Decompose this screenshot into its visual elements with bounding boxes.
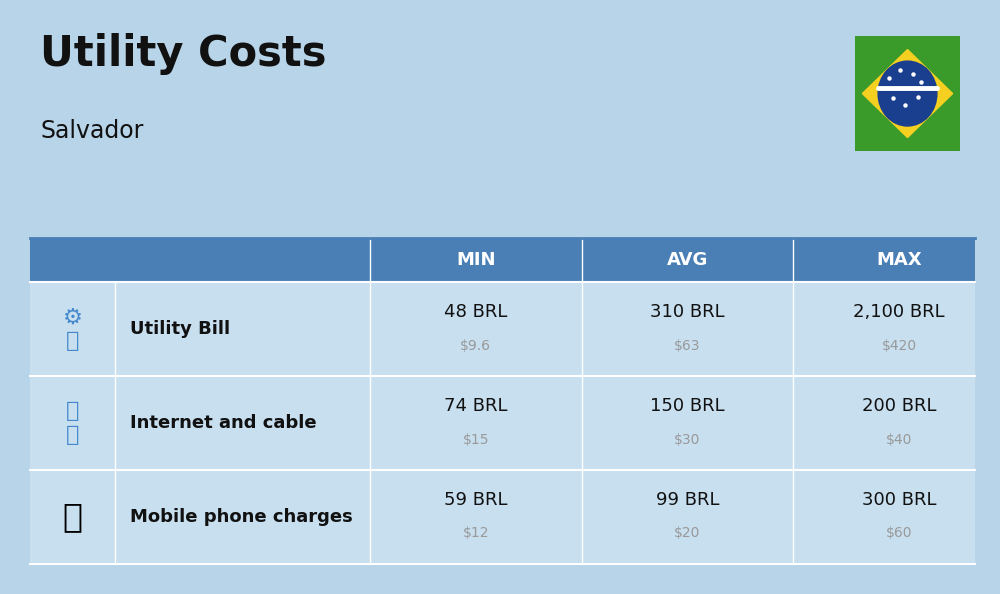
Text: $63: $63 — [674, 339, 701, 353]
Text: 📡
🖥: 📡 🖥 — [66, 402, 79, 444]
Text: 48 BRL: 48 BRL — [444, 304, 508, 321]
Text: 📱: 📱 — [63, 500, 83, 533]
Text: 200 BRL: 200 BRL — [862, 397, 936, 415]
Text: AVG: AVG — [667, 251, 708, 269]
Text: ⚙
🔌: ⚙ 🔌 — [63, 308, 83, 350]
Bar — [30, 282, 975, 376]
Text: $12: $12 — [463, 526, 489, 541]
Text: $420: $420 — [882, 339, 917, 353]
Polygon shape — [862, 49, 953, 138]
Bar — [30, 376, 975, 470]
Bar — [30, 238, 975, 282]
Text: 150 BRL: 150 BRL — [650, 397, 725, 415]
Text: 99 BRL: 99 BRL — [656, 491, 719, 509]
Text: Utility Costs: Utility Costs — [40, 33, 326, 75]
Text: 300 BRL: 300 BRL — [862, 491, 936, 509]
Text: 74 BRL: 74 BRL — [444, 397, 508, 415]
Text: $15: $15 — [463, 432, 489, 447]
Text: 2,100 BRL: 2,100 BRL — [853, 304, 945, 321]
Text: $20: $20 — [674, 526, 701, 541]
Text: 59 BRL: 59 BRL — [444, 491, 508, 509]
Text: $60: $60 — [886, 526, 912, 541]
Text: Internet and cable: Internet and cable — [130, 414, 317, 432]
Text: MIN: MIN — [456, 251, 496, 269]
Text: $40: $40 — [886, 432, 912, 447]
Circle shape — [878, 61, 937, 126]
Text: $30: $30 — [674, 432, 701, 447]
Text: 310 BRL: 310 BRL — [650, 304, 725, 321]
Text: Mobile phone charges: Mobile phone charges — [130, 508, 353, 526]
Text: Salvador: Salvador — [40, 119, 143, 143]
Text: $9.6: $9.6 — [460, 339, 491, 353]
Bar — [30, 470, 975, 564]
Text: Utility Bill: Utility Bill — [130, 320, 230, 338]
Text: MAX: MAX — [876, 251, 922, 269]
